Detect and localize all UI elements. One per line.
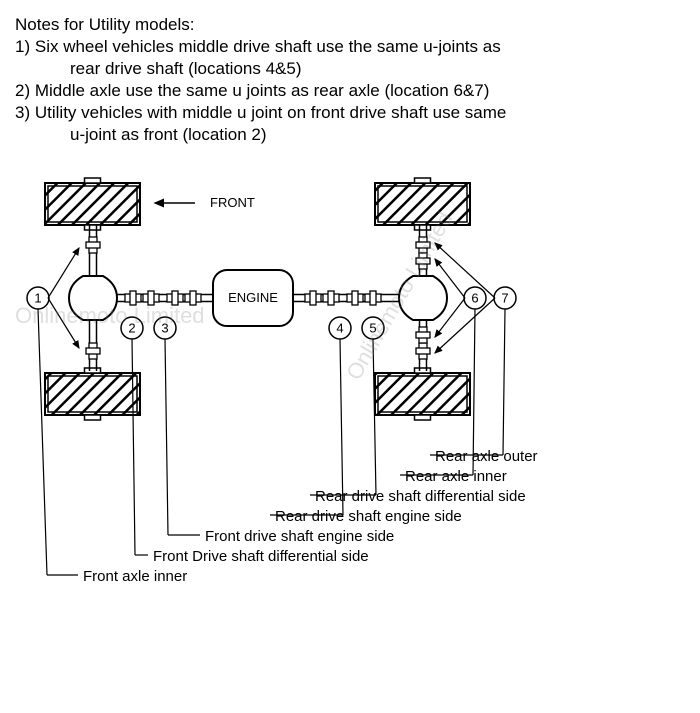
svg-text:2: 2 xyxy=(128,321,135,336)
svg-text:ENGINE: ENGINE xyxy=(228,290,278,305)
note-3-line1: Utility vehicles with middle u joint on … xyxy=(35,103,506,122)
svg-text:Rear axle outer: Rear axle outer xyxy=(435,448,538,465)
svg-text:Rear drive shaft differential: Rear drive shaft differential side xyxy=(315,488,526,505)
note-1-num: 1) xyxy=(15,37,30,56)
diagram-svg: ENGINE FRONT 1 Front axle inner 2 Front Drive… xyxy=(15,153,685,713)
notes-title: Notes for Utility models: xyxy=(15,15,685,35)
svg-text:Front drive shaft engine side: Front drive shaft engine side xyxy=(205,528,394,545)
note-1-line1: Six wheel vehicles middle drive shaft us… xyxy=(35,37,501,56)
svg-text:FRONT: FRONT xyxy=(210,195,255,210)
svg-text:7: 7 xyxy=(501,291,508,306)
svg-text:6: 6 xyxy=(471,291,478,306)
note-3: 3) Utility vehicles with middle u joint … xyxy=(15,103,685,123)
note-1-cont: rear drive shaft (locations 4&5) xyxy=(15,59,685,79)
svg-text:Front Drive shaft differential: Front Drive shaft differential side xyxy=(153,548,369,565)
note-2: 2) Middle axle use the same u joints as … xyxy=(15,81,685,101)
svg-text:3: 3 xyxy=(161,321,168,336)
svg-text:Front axle inner: Front axle inner xyxy=(83,568,187,585)
note-1: 1) Six wheel vehicles middle drive shaft… xyxy=(15,37,685,57)
diagram: ENGINE FRONT 1 Front axle inner 2 Front Drive… xyxy=(15,153,685,713)
svg-text:Rear drive shaft engine side: Rear drive shaft engine side xyxy=(275,508,462,525)
note-3-num: 3) xyxy=(15,103,30,122)
note-3-cont: u-joint as front (location 2) xyxy=(15,125,685,145)
notes-block: Notes for Utility models: 1) Six wheel v… xyxy=(15,15,685,145)
svg-text:Rear axle inner: Rear axle inner xyxy=(405,468,507,485)
svg-text:4: 4 xyxy=(336,321,343,336)
svg-text:1: 1 xyxy=(34,291,41,306)
note-2-num: 2) xyxy=(15,81,30,100)
svg-text:5: 5 xyxy=(369,321,376,336)
note-2-line1: Middle axle use the same u joints as rea… xyxy=(35,81,490,100)
